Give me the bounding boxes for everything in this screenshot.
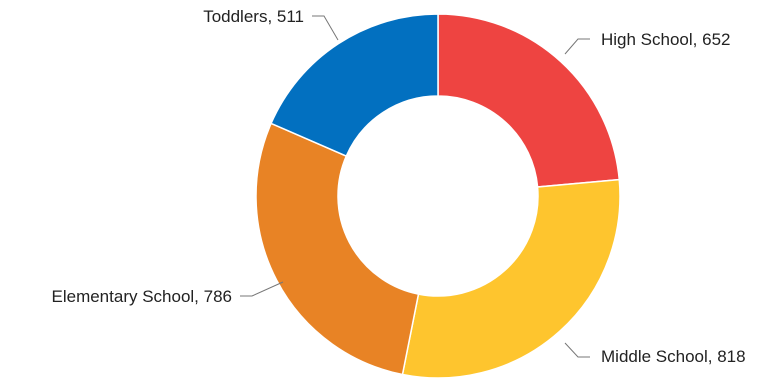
slice-elementary-school [255, 122, 420, 376]
slice-high-school [437, 13, 621, 188]
leader-line-toddlers [312, 15, 339, 41]
slices-layer [255, 13, 621, 379]
labels-layer: High School, 652 Middle School, 818 Elemen… [52, 7, 746, 366]
slice-label-elementary-school: Elementary School, 786 [52, 287, 233, 306]
leader-line-high-school [564, 38, 590, 55]
slice-toddlers [270, 13, 439, 158]
leader-line-middle-school [564, 342, 590, 358]
slice-middle-school [401, 178, 621, 379]
leader-line-elementary-school [240, 281, 284, 297]
slice-label-high-school: High School, 652 [601, 30, 730, 49]
slice-label-toddlers: Toddlers, 511 [203, 7, 304, 26]
slice-label-middle-school: Middle School, 818 [601, 347, 746, 366]
